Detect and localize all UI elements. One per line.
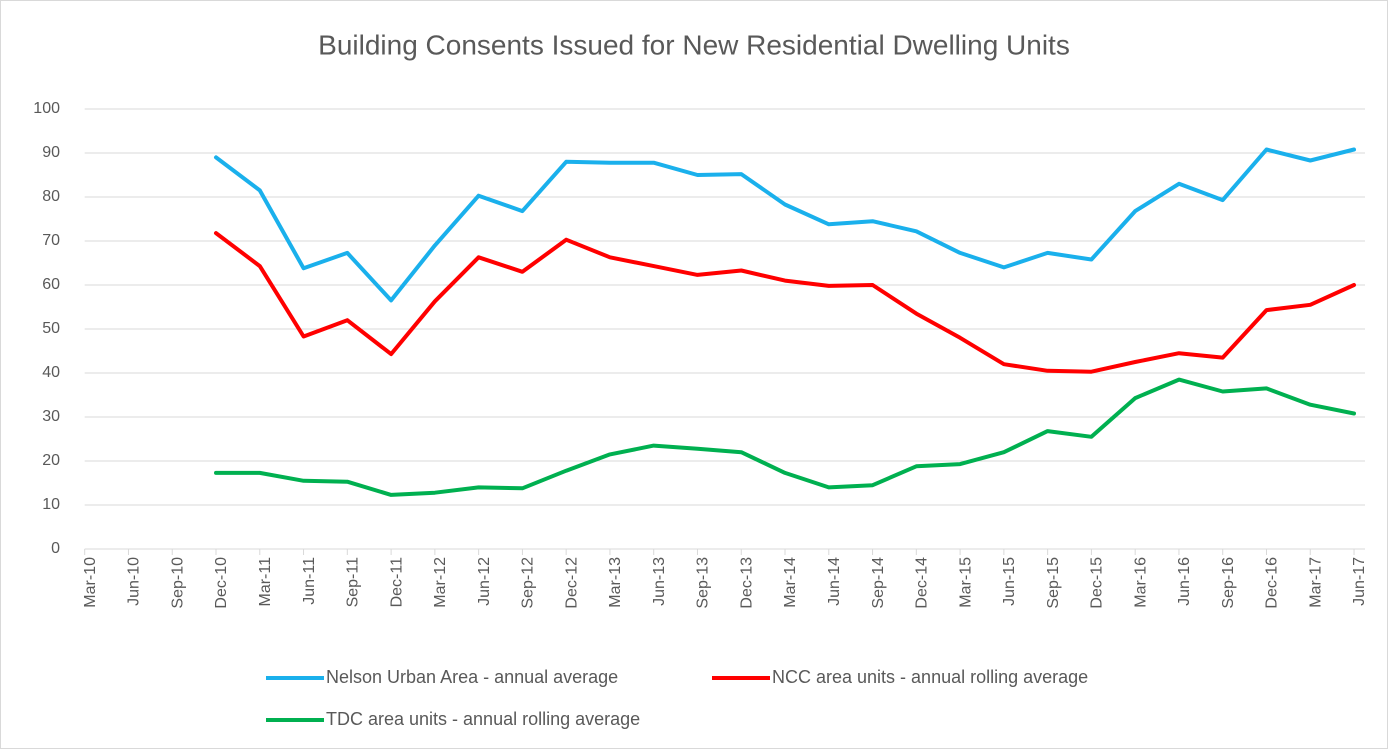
x-tick-label: Sep-14 [870,557,887,609]
x-tick-label: Mar-17 [1307,557,1324,608]
x-tick-label: Jun-16 [1176,557,1193,606]
x-tick-label: Dec-14 [914,557,931,609]
chart-title: Building Consents Issued for New Residen… [318,29,1070,60]
x-tick-label: Dec-15 [1089,557,1106,609]
y-tick-label: 80 [42,188,60,205]
x-tick-label: Sep-12 [520,557,537,609]
legend-label: NCC area units - annual rolling average [772,667,1088,687]
x-tick-label: Sep-11 [345,557,362,608]
x-tick-label: Mar-14 [782,557,799,608]
x-tick-label: Mar-11 [257,557,274,607]
series-line [214,377,1356,497]
x-tick-label: Sep-10 [169,557,186,609]
y-tick-label: 70 [42,232,60,249]
x-tick-label: Dec-13 [738,557,755,609]
x-tick-label: Mar-16 [1132,557,1149,608]
y-tick-label: 40 [42,364,60,381]
x-tick-label: Jun-12 [476,557,493,606]
x-tick-label: Dec-12 [563,557,580,609]
x-tick-label: Mar-15 [957,557,974,608]
x-tick-label: Sep-15 [1045,557,1062,609]
y-tick-label: 50 [42,320,60,337]
y-tick-label: 90 [42,144,60,161]
y-tick-label: 30 [42,408,60,425]
y-tick-label: 100 [33,100,60,117]
y-tick-label: 0 [51,540,60,557]
x-tick-label: Jun-17 [1351,557,1368,606]
y-tick-label: 10 [42,496,60,513]
series-line [214,147,1356,303]
x-tick-label: Mar-12 [432,557,449,608]
x-tick-label: Jun-15 [1001,557,1018,606]
x-tick-label: Jun-10 [126,557,143,606]
x-tick-label: Dec-11 [388,557,405,607]
series-line [214,231,1356,374]
legend-label: Nelson Urban Area - annual average [326,667,618,687]
x-tick-label: Mar-13 [607,557,624,608]
x-tick-label: Sep-13 [695,557,712,609]
legend-label: TDC area units - annual rolling average [326,709,640,729]
x-tick-label: Jun-13 [651,557,668,606]
x-tick-label: Sep-16 [1220,557,1237,609]
x-tick-label: Mar-10 [82,557,99,608]
x-tick-label: Dec-16 [1264,557,1281,609]
y-tick-label: 20 [42,452,60,469]
x-tick-label: Dec-10 [213,557,230,609]
x-tick-label: Jun-14 [826,557,843,606]
y-tick-label: 60 [42,276,60,293]
x-tick-label: Jun-11 [301,557,318,605]
